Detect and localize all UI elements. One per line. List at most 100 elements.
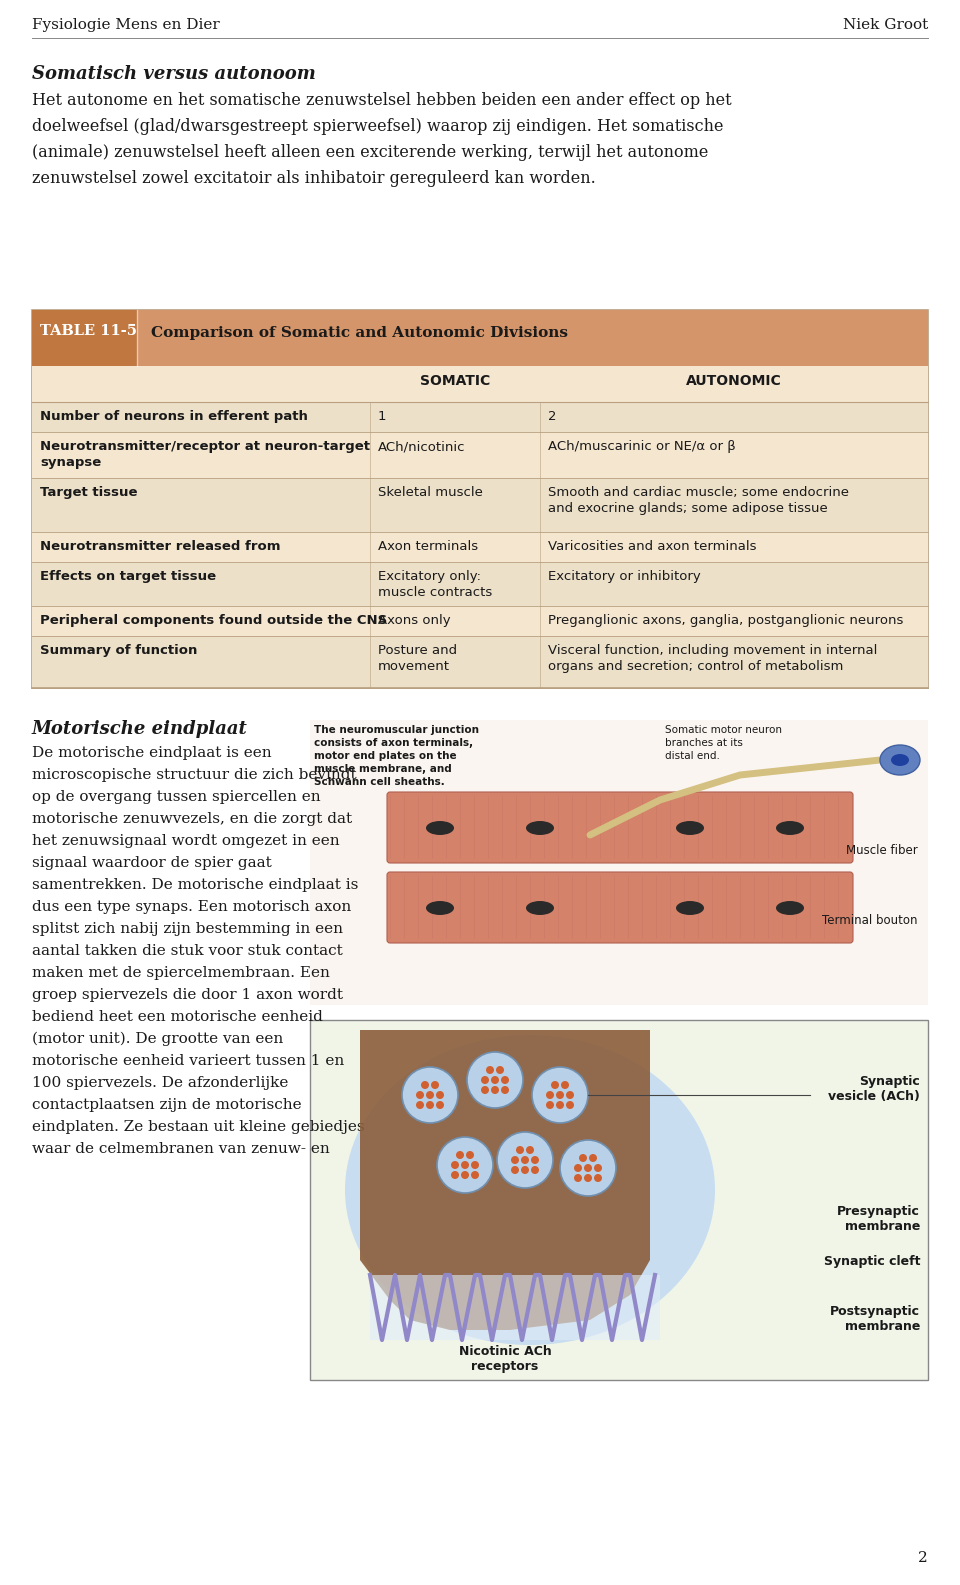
Text: Axon terminals: Axon terminals <box>378 540 478 553</box>
Bar <box>32 563 928 605</box>
Circle shape <box>481 1086 489 1094</box>
Bar <box>370 1274 660 1339</box>
Text: bediend heet een motorische eenheid: bediend heet een motorische eenheid <box>32 1010 323 1024</box>
Circle shape <box>461 1171 469 1179</box>
Circle shape <box>532 1067 588 1124</box>
Bar <box>32 605 928 636</box>
Text: branches at its: branches at its <box>665 739 743 748</box>
Text: Skeletal muscle: Skeletal muscle <box>378 487 483 499</box>
Text: het zenuwsignaal wordt omgezet in een: het zenuwsignaal wordt omgezet in een <box>32 834 340 848</box>
Text: Synaptic
vesicle (ACh): Synaptic vesicle (ACh) <box>828 1075 920 1103</box>
Text: The neuromuscular junction: The neuromuscular junction <box>314 724 479 735</box>
Text: and exocrine glands; some adipose tissue: and exocrine glands; some adipose tissue <box>548 502 828 515</box>
Text: Effects on target tissue: Effects on target tissue <box>40 571 216 583</box>
Circle shape <box>467 1052 523 1108</box>
Ellipse shape <box>526 900 554 915</box>
Circle shape <box>436 1102 444 1109</box>
Text: Nicotinic ACh
receptors: Nicotinic ACh receptors <box>459 1346 551 1373</box>
Circle shape <box>556 1102 564 1109</box>
Text: AUTONOMIC: AUTONOMIC <box>686 374 781 388</box>
Bar <box>32 311 928 366</box>
Circle shape <box>531 1167 539 1174</box>
Circle shape <box>594 1174 602 1182</box>
Circle shape <box>416 1102 424 1109</box>
Circle shape <box>466 1151 474 1159</box>
Circle shape <box>451 1171 459 1179</box>
Circle shape <box>497 1132 553 1189</box>
Circle shape <box>574 1163 582 1171</box>
Ellipse shape <box>880 745 920 775</box>
Circle shape <box>579 1154 587 1162</box>
Circle shape <box>511 1155 519 1163</box>
Bar <box>32 533 928 563</box>
Text: eindplaten. Ze bestaan uit kleine gebiedjes: eindplaten. Ze bestaan uit kleine gebied… <box>32 1121 365 1133</box>
Text: Neurotransmitter released from: Neurotransmitter released from <box>40 540 280 553</box>
Text: contactplaatsen zijn de motorische: contactplaatsen zijn de motorische <box>32 1098 301 1113</box>
Text: Peripheral components found outside the CNS: Peripheral components found outside the … <box>40 613 387 628</box>
Text: motorische eenheid varieert tussen 1 en: motorische eenheid varieert tussen 1 en <box>32 1054 345 1068</box>
Circle shape <box>516 1146 524 1154</box>
Ellipse shape <box>526 821 554 835</box>
Text: synapse: synapse <box>40 456 101 469</box>
Text: Excitatory only:: Excitatory only: <box>378 571 481 583</box>
Bar <box>32 366 928 403</box>
Text: organs and secretion; control of metabolism: organs and secretion; control of metabol… <box>548 659 844 674</box>
Text: splitst zich nabij zijn bestemming in een: splitst zich nabij zijn bestemming in ee… <box>32 922 343 937</box>
Polygon shape <box>360 1030 650 1330</box>
Circle shape <box>421 1081 429 1089</box>
Text: Smooth and cardiac muscle; some endocrine: Smooth and cardiac muscle; some endocrin… <box>548 487 849 499</box>
Ellipse shape <box>345 1035 715 1346</box>
Text: Axons only: Axons only <box>378 613 450 628</box>
Text: Motorische eindplaat: Motorische eindplaat <box>32 720 248 739</box>
Circle shape <box>416 1090 424 1098</box>
Text: De motorische eindplaat is een: De motorische eindplaat is een <box>32 747 272 759</box>
Circle shape <box>437 1136 493 1194</box>
Text: Somatic motor neuron: Somatic motor neuron <box>665 724 782 735</box>
Ellipse shape <box>676 821 704 835</box>
Circle shape <box>431 1081 439 1089</box>
Circle shape <box>526 1146 534 1154</box>
Bar <box>32 311 137 366</box>
Text: groep spiervezels die door 1 axon wordt: groep spiervezels die door 1 axon wordt <box>32 987 343 1002</box>
Circle shape <box>521 1155 529 1163</box>
Text: (motor unit). De grootte van een: (motor unit). De grootte van een <box>32 1032 283 1046</box>
Text: Varicosities and axon terminals: Varicosities and axon terminals <box>548 540 756 553</box>
Text: op de overgang tussen spiercellen en: op de overgang tussen spiercellen en <box>32 789 321 804</box>
Circle shape <box>426 1102 434 1109</box>
Circle shape <box>546 1090 554 1098</box>
Text: Terminal bouton: Terminal bouton <box>823 913 918 927</box>
Circle shape <box>491 1086 499 1094</box>
Circle shape <box>486 1067 494 1075</box>
Bar <box>32 636 928 688</box>
Text: zenuwstelsel zowel excitatoir als inhibatoir gereguleerd kan worden.: zenuwstelsel zowel excitatoir als inhiba… <box>32 170 596 187</box>
Circle shape <box>560 1140 616 1197</box>
Circle shape <box>491 1076 499 1084</box>
Circle shape <box>566 1090 574 1098</box>
Text: 1: 1 <box>378 411 387 423</box>
Text: Visceral function, including movement in internal: Visceral function, including movement in… <box>548 644 877 658</box>
Circle shape <box>501 1076 509 1084</box>
Circle shape <box>566 1102 574 1109</box>
Text: TABLE 11-5: TABLE 11-5 <box>40 323 137 338</box>
Ellipse shape <box>426 900 454 915</box>
Bar <box>310 720 928 1005</box>
Text: Preganglionic axons, ganglia, postganglionic neurons: Preganglionic axons, ganglia, postgangli… <box>548 613 903 628</box>
Circle shape <box>461 1160 469 1170</box>
Ellipse shape <box>776 900 804 915</box>
Circle shape <box>561 1081 569 1089</box>
Text: Presynaptic
membrane: Presynaptic membrane <box>837 1205 920 1233</box>
Text: Postsynaptic
membrane: Postsynaptic membrane <box>830 1304 920 1333</box>
Circle shape <box>589 1154 597 1162</box>
Text: maken met de spiercelmembraan. Een: maken met de spiercelmembraan. Een <box>32 965 330 980</box>
Circle shape <box>574 1174 582 1182</box>
Text: microscopische structuur die zich bevindt: microscopische structuur die zich bevind… <box>32 769 356 781</box>
Text: 2: 2 <box>548 411 557 423</box>
Bar <box>310 1021 928 1381</box>
Text: ACh/nicotinic: ACh/nicotinic <box>378 441 466 453</box>
Text: Number of neurons in efferent path: Number of neurons in efferent path <box>40 411 308 423</box>
Ellipse shape <box>776 821 804 835</box>
Text: Muscle fiber: Muscle fiber <box>847 843 918 856</box>
Bar <box>32 479 928 533</box>
Text: dus een type synaps. Een motorisch axon: dus een type synaps. Een motorisch axon <box>32 900 351 915</box>
Ellipse shape <box>426 821 454 835</box>
